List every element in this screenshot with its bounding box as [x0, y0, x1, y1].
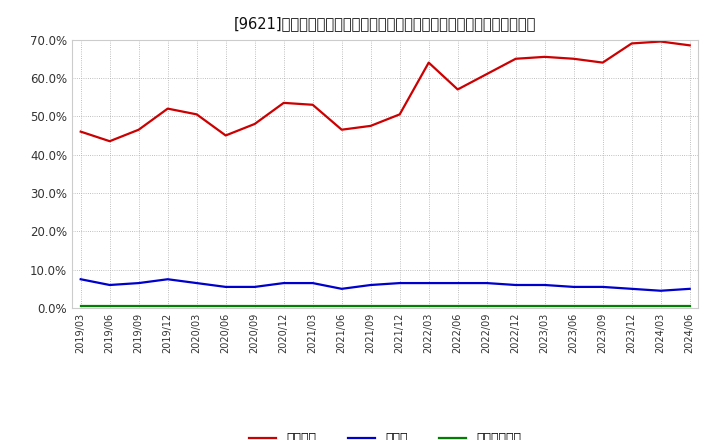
のれん — [424, 280, 433, 286]
繰延税金資産 — [627, 304, 636, 309]
自己資本 — [366, 123, 375, 128]
繰延税金資産 — [598, 304, 607, 309]
のれん — [135, 280, 143, 286]
のれん — [627, 286, 636, 291]
のれん — [163, 277, 172, 282]
繰延税金資産 — [308, 304, 317, 309]
自己資本 — [76, 129, 85, 134]
繰延税金資産 — [541, 304, 549, 309]
自己資本 — [279, 100, 288, 106]
のれん — [511, 282, 520, 288]
Line: 自己資本: 自己資本 — [81, 41, 690, 141]
繰延税金資産 — [163, 304, 172, 309]
自己資本 — [135, 127, 143, 132]
繰延税金資産 — [338, 304, 346, 309]
のれん — [366, 282, 375, 288]
自己資本 — [424, 60, 433, 65]
繰延税金資産 — [135, 304, 143, 309]
のれん — [570, 284, 578, 290]
繰延税金資産 — [685, 304, 694, 309]
自己資本 — [221, 133, 230, 138]
自己資本 — [570, 56, 578, 62]
繰延税金資産 — [105, 304, 114, 309]
自己資本 — [627, 41, 636, 46]
Legend: 自己資本, のれん, 繰延税金資産: 自己資本, のれん, 繰延税金資産 — [244, 427, 526, 440]
繰延税金資産 — [192, 304, 201, 309]
繰延税金資産 — [76, 304, 85, 309]
繰延税金資産 — [279, 304, 288, 309]
のれん — [105, 282, 114, 288]
自己資本 — [454, 87, 462, 92]
自己資本 — [657, 39, 665, 44]
繰延税金資産 — [221, 304, 230, 309]
自己資本 — [541, 54, 549, 59]
のれん — [308, 280, 317, 286]
自己資本 — [511, 56, 520, 62]
繰延税金資産 — [570, 304, 578, 309]
繰延税金資産 — [366, 304, 375, 309]
自己資本 — [163, 106, 172, 111]
自己資本 — [482, 71, 491, 77]
繰延税金資産 — [424, 304, 433, 309]
繰延税金資産 — [511, 304, 520, 309]
のれん — [76, 277, 85, 282]
繰延税金資産 — [657, 304, 665, 309]
のれん — [541, 282, 549, 288]
のれん — [395, 280, 404, 286]
自己資本 — [598, 60, 607, 65]
自己資本 — [308, 102, 317, 107]
自己資本 — [105, 139, 114, 144]
繰延税金資産 — [395, 304, 404, 309]
繰延税金資産 — [482, 304, 491, 309]
のれん — [598, 284, 607, 290]
のれん — [192, 280, 201, 286]
のれん — [338, 286, 346, 291]
のれん — [685, 286, 694, 291]
のれん — [251, 284, 259, 290]
Title: [9621]　自己資本、のれん、繰延税金資産の総資産に対する比率の推移: [9621] 自己資本、のれん、繰延税金資産の総資産に対する比率の推移 — [234, 16, 536, 32]
のれん — [221, 284, 230, 290]
のれん — [482, 280, 491, 286]
自己資本 — [685, 43, 694, 48]
のれん — [657, 288, 665, 293]
自己資本 — [338, 127, 346, 132]
自己資本 — [192, 112, 201, 117]
自己資本 — [395, 112, 404, 117]
Line: のれん: のれん — [81, 279, 690, 291]
自己資本 — [251, 121, 259, 127]
繰延税金資産 — [251, 304, 259, 309]
繰延税金資産 — [454, 304, 462, 309]
のれん — [279, 280, 288, 286]
のれん — [454, 280, 462, 286]
